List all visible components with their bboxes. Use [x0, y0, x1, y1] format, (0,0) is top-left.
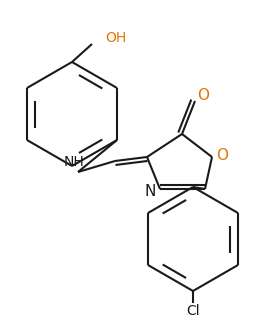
Text: OH: OH: [105, 31, 126, 45]
Text: O: O: [197, 89, 209, 104]
Text: NH: NH: [64, 155, 84, 169]
Text: N: N: [144, 185, 156, 199]
Text: Cl: Cl: [186, 304, 200, 318]
Text: O: O: [216, 147, 228, 163]
